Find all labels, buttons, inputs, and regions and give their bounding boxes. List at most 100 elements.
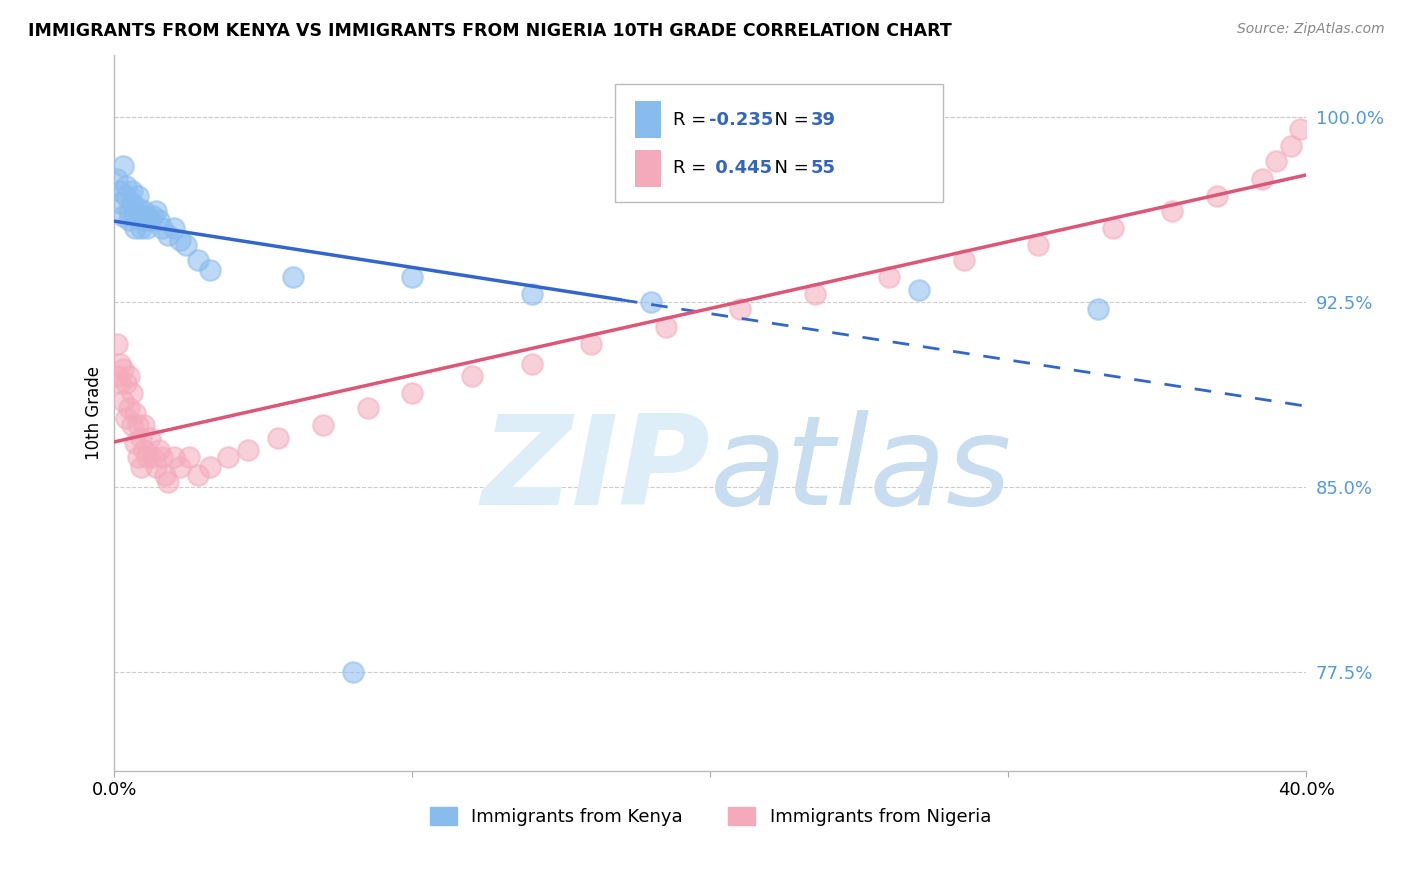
Point xyxy=(520,357,543,371)
Point xyxy=(157,475,180,489)
Point xyxy=(129,460,152,475)
Point xyxy=(908,283,931,297)
Point xyxy=(112,361,135,376)
Text: R =: R = xyxy=(673,111,713,128)
Point xyxy=(1101,220,1123,235)
Text: -0.235: -0.235 xyxy=(709,111,773,128)
Point xyxy=(153,467,176,482)
Text: ZIP: ZIP xyxy=(482,409,710,531)
Point xyxy=(129,209,152,223)
Point xyxy=(110,184,132,198)
Text: atlas: atlas xyxy=(710,409,1012,531)
Point xyxy=(150,450,173,465)
Point xyxy=(198,262,221,277)
Y-axis label: 10th Grade: 10th Grade xyxy=(86,366,103,460)
Point xyxy=(121,418,143,433)
Text: 39: 39 xyxy=(810,111,835,128)
Point xyxy=(121,196,143,211)
Text: N =: N = xyxy=(763,159,814,178)
Point xyxy=(357,401,380,415)
Point xyxy=(1205,188,1227,202)
Point xyxy=(124,435,146,450)
Point xyxy=(579,336,602,351)
FancyBboxPatch shape xyxy=(614,84,943,202)
Point xyxy=(283,270,305,285)
Point xyxy=(145,460,167,475)
Point xyxy=(142,209,165,223)
Point xyxy=(187,467,209,482)
FancyBboxPatch shape xyxy=(636,101,661,138)
Text: IMMIGRANTS FROM KENYA VS IMMIGRANTS FROM NIGERIA 10TH GRADE CORRELATION CHART: IMMIGRANTS FROM KENYA VS IMMIGRANTS FROM… xyxy=(28,22,952,40)
Text: R =: R = xyxy=(673,159,713,178)
Point xyxy=(129,431,152,445)
Point xyxy=(217,450,239,465)
Point xyxy=(115,178,138,193)
Point xyxy=(1026,238,1049,252)
Point xyxy=(121,386,143,401)
Text: 55: 55 xyxy=(810,159,835,178)
Point xyxy=(110,357,132,371)
Point xyxy=(124,406,146,420)
Point xyxy=(169,233,191,247)
Point xyxy=(157,228,180,243)
Point xyxy=(1161,203,1184,218)
Point xyxy=(134,213,156,227)
Point xyxy=(728,302,751,317)
Point xyxy=(105,336,128,351)
Point xyxy=(136,450,159,465)
Text: N =: N = xyxy=(763,111,814,128)
Point xyxy=(136,220,159,235)
Point xyxy=(105,368,128,383)
Point xyxy=(136,209,159,223)
Point xyxy=(134,442,156,457)
Point xyxy=(105,171,128,186)
Point xyxy=(187,252,209,267)
Point xyxy=(110,196,132,211)
Point xyxy=(148,442,170,457)
Point xyxy=(520,287,543,301)
Point xyxy=(115,376,138,391)
Point xyxy=(461,368,484,383)
Point xyxy=(342,665,364,679)
Point xyxy=(174,238,197,252)
Point xyxy=(267,431,290,445)
Point xyxy=(163,220,186,235)
Point xyxy=(124,209,146,223)
Point xyxy=(112,393,135,408)
Point xyxy=(118,401,141,415)
Point xyxy=(238,442,260,457)
Point xyxy=(127,201,149,215)
FancyBboxPatch shape xyxy=(636,150,661,186)
Point xyxy=(112,209,135,223)
Point xyxy=(150,220,173,235)
Point xyxy=(142,450,165,465)
Point xyxy=(112,159,135,173)
Point xyxy=(118,203,141,218)
Point xyxy=(127,188,149,202)
Point xyxy=(803,287,825,301)
Point xyxy=(640,294,662,309)
Point xyxy=(139,213,162,227)
Point xyxy=(127,450,149,465)
Point xyxy=(127,418,149,433)
Point xyxy=(169,460,191,475)
Point xyxy=(312,418,335,433)
Point xyxy=(401,386,423,401)
Text: Source: ZipAtlas.com: Source: ZipAtlas.com xyxy=(1237,22,1385,37)
Point xyxy=(401,270,423,285)
Point xyxy=(121,184,143,198)
Point xyxy=(198,460,221,475)
Point xyxy=(1250,171,1272,186)
Point xyxy=(118,368,141,383)
Text: 0.445: 0.445 xyxy=(709,159,772,178)
Point xyxy=(124,220,146,235)
Point xyxy=(145,203,167,218)
Point xyxy=(115,188,138,202)
Point xyxy=(148,213,170,227)
Point xyxy=(163,450,186,465)
Point xyxy=(110,376,132,391)
Point xyxy=(129,220,152,235)
Point xyxy=(115,410,138,425)
Legend: Immigrants from Kenya, Immigrants from Nigeria: Immigrants from Kenya, Immigrants from N… xyxy=(430,806,991,826)
Point xyxy=(118,213,141,227)
